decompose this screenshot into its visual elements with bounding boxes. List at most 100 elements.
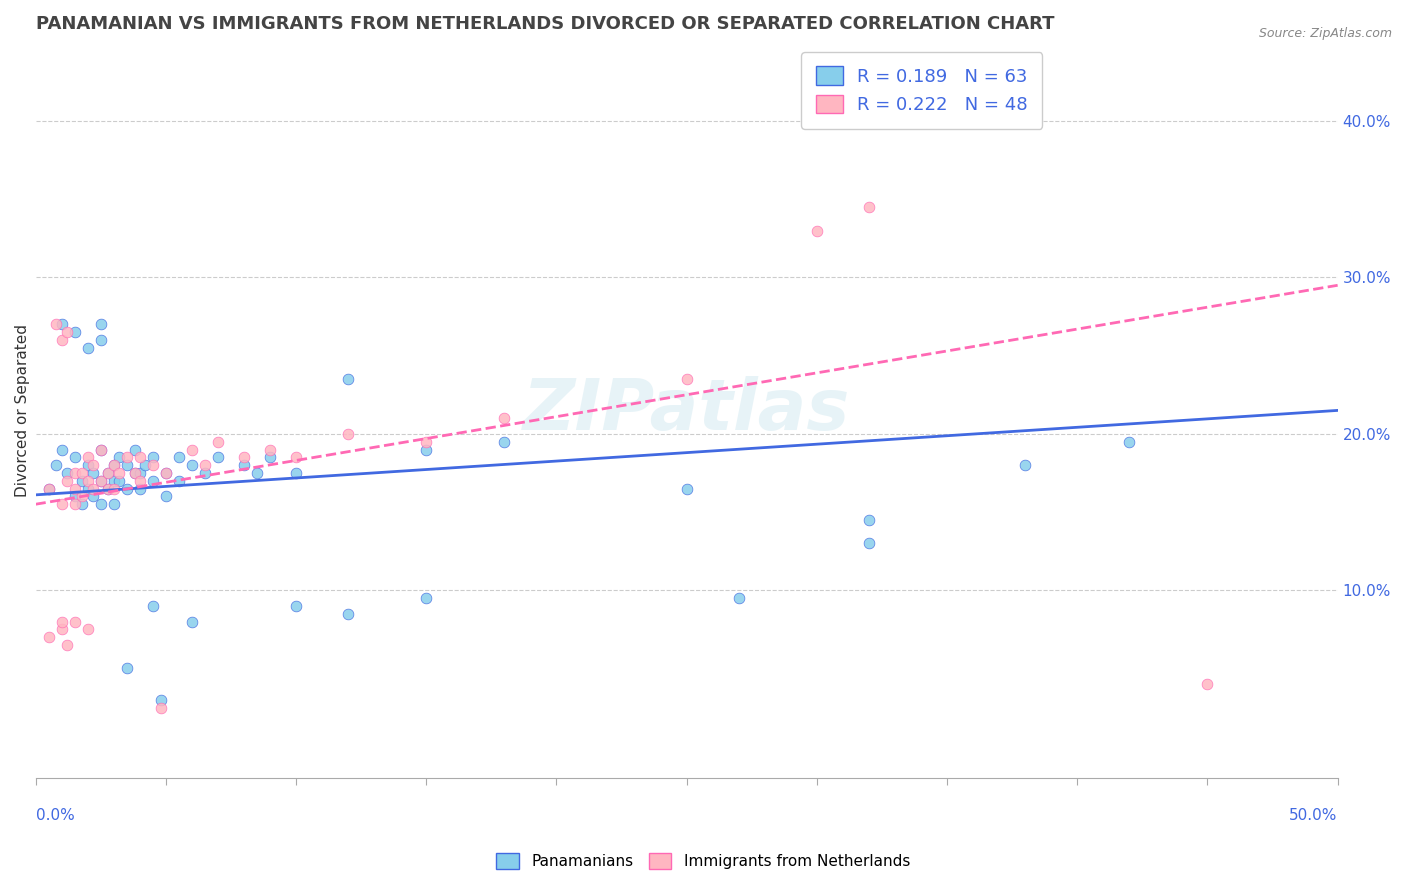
Point (337, 426, 360, 441)
Point (207, 434, 229, 449)
Point (232, 458, 254, 472)
Point (115, 450, 138, 465)
Point (63, 497, 86, 511)
Point (142, 458, 165, 472)
Point (45, 318, 67, 332)
Point (415, 442, 437, 457)
Point (63, 615, 86, 629)
Point (56, 474, 79, 488)
Point (194, 466, 217, 480)
Point (142, 474, 165, 488)
Point (97, 466, 120, 480)
Point (259, 442, 281, 457)
Point (124, 442, 146, 457)
Point (675, 482, 697, 496)
Point (90, 442, 112, 457)
Point (337, 372, 360, 386)
Point (38, 482, 60, 496)
Point (51, 623, 73, 637)
Point (494, 434, 516, 449)
Point (259, 450, 281, 465)
Point (128, 482, 150, 496)
Point (149, 692, 172, 706)
Point (90, 497, 112, 511)
Point (51, 333, 73, 347)
Text: 50.0%: 50.0% (1289, 808, 1337, 823)
Point (128, 474, 150, 488)
Point (124, 466, 146, 480)
Point (108, 450, 131, 465)
Point (142, 450, 165, 465)
Point (155, 466, 177, 480)
Point (56, 325, 79, 339)
Point (51, 497, 73, 511)
Point (103, 458, 125, 472)
Point (56, 638, 79, 652)
Point (63, 490, 86, 504)
Point (246, 466, 269, 480)
Point (82, 466, 104, 480)
Point (97, 482, 120, 496)
Point (108, 474, 131, 488)
Point (134, 458, 156, 472)
Point (76, 623, 98, 637)
Point (155, 466, 177, 480)
Point (90, 442, 112, 457)
Point (180, 458, 202, 472)
Text: 0.0%: 0.0% (35, 808, 75, 823)
Point (128, 466, 150, 480)
Point (97, 466, 120, 480)
Point (63, 450, 86, 465)
Point (51, 318, 73, 332)
Point (38, 630, 60, 644)
Point (72, 474, 94, 488)
Point (103, 497, 125, 511)
Point (128, 450, 150, 465)
Point (72, 497, 94, 511)
Point (51, 442, 73, 457)
Point (82, 458, 104, 472)
Point (337, 607, 360, 621)
Point (727, 591, 749, 605)
Point (76, 450, 98, 465)
Point (167, 474, 190, 488)
Point (167, 450, 190, 465)
Point (194, 458, 217, 472)
Point (63, 466, 86, 480)
Point (285, 450, 308, 465)
Point (82, 490, 104, 504)
Point (108, 466, 131, 480)
Point (124, 466, 146, 480)
Point (806, 223, 828, 237)
Y-axis label: Divorced or Separated: Divorced or Separated (15, 324, 30, 497)
Point (63, 325, 86, 339)
Point (90, 318, 112, 332)
Point (115, 458, 138, 472)
Point (142, 599, 165, 613)
Point (90, 474, 112, 488)
Point (56, 466, 79, 480)
Text: ZIPatlas: ZIPatlas (523, 376, 851, 445)
Point (1197, 677, 1219, 691)
Point (82, 482, 104, 496)
Point (494, 411, 516, 425)
Point (115, 482, 138, 496)
Point (97, 482, 120, 496)
Point (103, 458, 125, 472)
Point (115, 661, 138, 675)
Point (76, 341, 98, 355)
Legend: R = 0.189   N = 63, R = 0.222   N = 48: R = 0.189 N = 63, R = 0.222 N = 48 (801, 52, 1042, 128)
Point (103, 482, 125, 496)
Legend: Panamanians, Immigrants from Netherlands: Panamanians, Immigrants from Netherlands (489, 847, 917, 875)
Point (858, 536, 880, 550)
Point (232, 450, 254, 465)
Point (90, 333, 112, 347)
Point (675, 372, 697, 386)
Point (415, 591, 437, 605)
Point (76, 458, 98, 472)
Point (72, 466, 94, 480)
Point (285, 466, 308, 480)
Point (1014, 458, 1036, 472)
Point (51, 615, 73, 629)
Point (180, 615, 202, 629)
